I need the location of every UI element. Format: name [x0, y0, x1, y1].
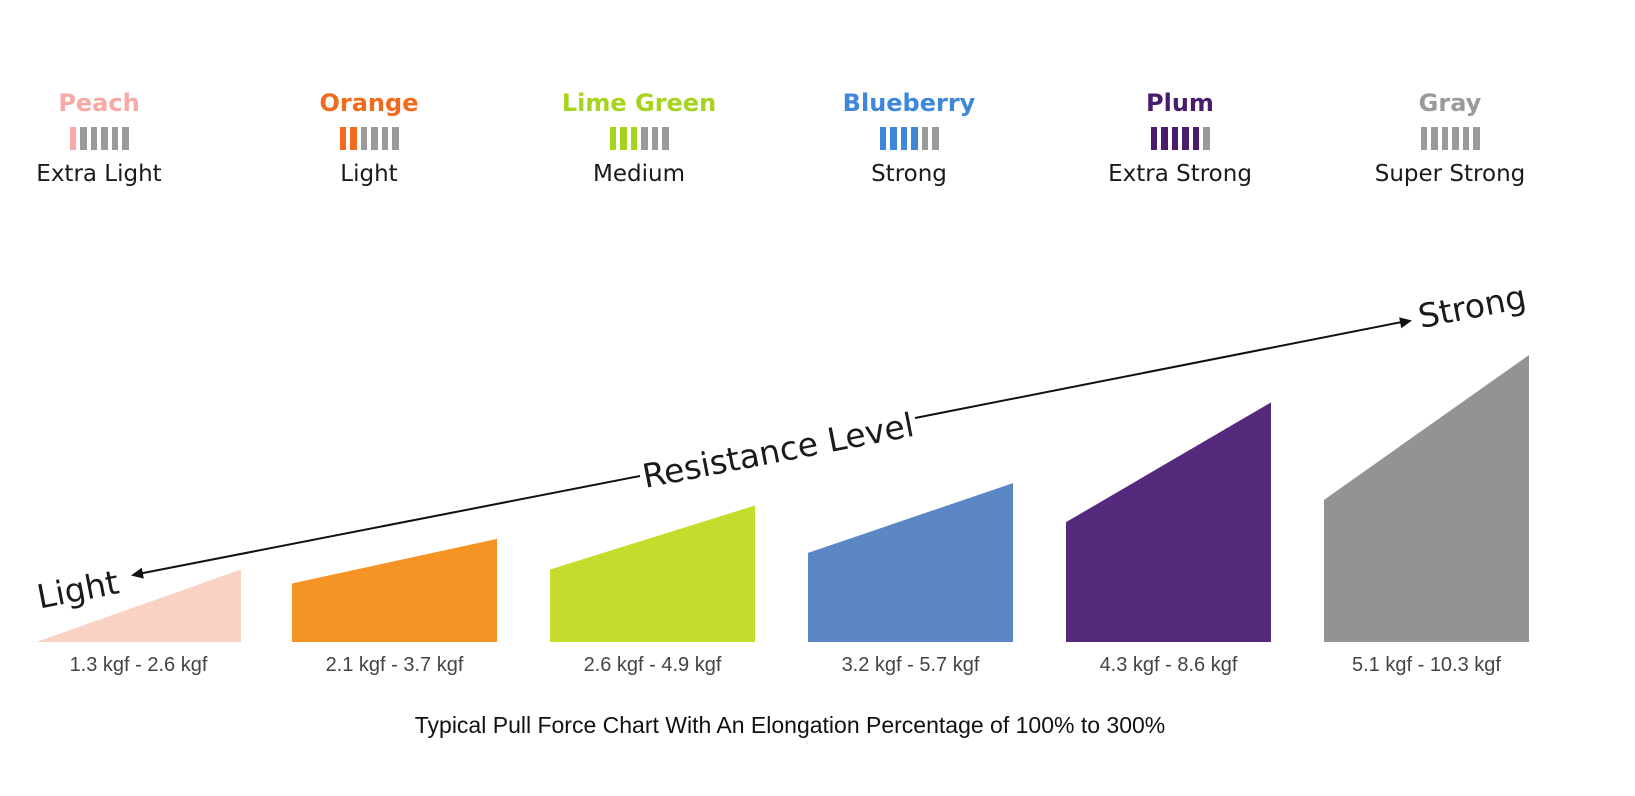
strength-indicator-segment: [1473, 127, 1480, 150]
axis-label: Resistance Level: [639, 405, 917, 496]
strength-indicator-segment: [651, 127, 658, 150]
strength-indicator-segment: [1462, 127, 1469, 150]
strength-indicator-segment: [101, 127, 108, 150]
strength-indicator-segment: [921, 127, 928, 150]
chart-legend: Peach Extra Light Orange Light Lime Green Med…: [0, 0, 1635, 220]
axis-arrow-line-right: [914, 321, 1403, 419]
strength-indicator-segment: [890, 127, 897, 150]
range-label: 2.1 kgf - 3.7 kgf: [326, 654, 464, 676]
chart-bars: [36, 355, 1529, 642]
strength-indicator-segment: [69, 127, 76, 150]
strength-indicator: [1320, 127, 1580, 150]
strength-indicator-segment: [1431, 127, 1438, 150]
strength-indicator-segment: [1171, 127, 1178, 150]
range-label: 2.6 kgf - 4.9 kgf: [584, 654, 722, 676]
legend-item: Orange Light: [239, 88, 499, 188]
range-labels: 1.3 kgf - 2.6 kgf 2.1 kgf - 3.7 kgf 2.6 kg…: [70, 654, 1502, 676]
legend-level-label: Light: [340, 161, 398, 187]
strength-indicator-segment: [111, 127, 118, 150]
legend-color-name: Blueberry: [842, 89, 976, 117]
strength-indicator-segment: [900, 127, 907, 150]
legend-level-label: Extra Light: [36, 161, 162, 187]
strength-indicator-segment: [641, 127, 648, 150]
range-label: 3.2 kgf - 5.7 kgf: [842, 654, 980, 676]
legend-item: Lime Green Medium: [509, 88, 769, 188]
strength-indicator-segment: [932, 127, 939, 150]
legend-color-name: Plum: [1146, 89, 1214, 117]
axis-arrowhead-left: [131, 567, 144, 579]
legend-level-label: Strong: [871, 161, 947, 187]
strength-indicator-segment: [879, 127, 886, 150]
strength-indicator-segment: [662, 127, 669, 150]
strength-indicator-segment: [1441, 127, 1448, 150]
range-label: 4.3 kgf - 8.6 kgf: [1100, 654, 1238, 676]
strength-indicator-segment: [80, 127, 87, 150]
legend-color-name: Gray: [1418, 89, 1482, 117]
strength-indicator-segment: [911, 127, 918, 150]
legend-color-name: Orange: [319, 89, 419, 117]
strength-indicator-segment: [1452, 127, 1459, 150]
chart-caption: Typical Pull Force Chart With An Elongat…: [414, 712, 1166, 738]
strength-indicator-segment: [1161, 127, 1168, 150]
strength-indicator: [779, 127, 1039, 150]
strength-indicator-segment: [90, 127, 97, 150]
range-label: 5.1 kgf - 10.3 kgf: [1352, 654, 1501, 676]
bar-peach: [36, 569, 241, 642]
strength-indicator: [509, 127, 769, 150]
strength-indicator-segment: [371, 127, 378, 150]
bar-lime-green: [550, 505, 755, 642]
legend-color-name: Lime Green: [561, 89, 717, 117]
axis-start-label: Light: [34, 562, 122, 616]
legend-item: Peach Extra Light: [0, 88, 229, 188]
strength-indicator-segment: [122, 127, 129, 150]
bar-orange: [292, 538, 497, 642]
strength-indicator: [1050, 127, 1310, 150]
strength-indicator-segment: [360, 127, 367, 150]
axis-arrowhead-right: [1399, 317, 1412, 329]
strength-indicator: [239, 127, 499, 150]
pull-force-chart: 1.3 kgf - 2.6 kgf 2.1 kgf - 3.7 kgf 2.6 kg…: [34, 277, 1529, 676]
legend-level-label: Super Strong: [1374, 161, 1526, 187]
legend-item: Blueberry Strong: [779, 88, 1039, 188]
bar-plum: [1066, 402, 1271, 642]
strength-indicator-segment: [1203, 127, 1210, 150]
legend-level-label: Extra Strong: [1108, 161, 1252, 187]
strength-indicator-segment: [350, 127, 357, 150]
strength-indicator-segment: [339, 127, 346, 150]
legend-color-name: Peach: [58, 89, 140, 117]
range-label: 1.3 kgf - 2.6 kgf: [70, 654, 208, 676]
legend-item: Plum Extra Strong: [1050, 88, 1310, 188]
strength-indicator: [0, 127, 229, 150]
bar-gray: [1324, 355, 1529, 642]
resistance-axis: Resistance Level Light Strong: [34, 277, 1529, 617]
strength-indicator-segment: [1192, 127, 1199, 150]
strength-indicator-segment: [609, 127, 616, 150]
bar-blueberry: [808, 483, 1013, 642]
strength-indicator-segment: [630, 127, 637, 150]
legend-item: Gray Super Strong: [1320, 88, 1580, 188]
strength-indicator-segment: [1150, 127, 1157, 150]
axis-end-label: Strong: [1415, 277, 1529, 336]
strength-indicator-segment: [392, 127, 399, 150]
strength-indicator-segment: [381, 127, 388, 150]
legend-level-label: Medium: [593, 161, 685, 187]
strength-indicator-segment: [620, 127, 627, 150]
strength-indicator-segment: [1182, 127, 1189, 150]
axis-arrow-line-left: [132, 475, 641, 576]
strength-indicator-segment: [1420, 127, 1427, 150]
